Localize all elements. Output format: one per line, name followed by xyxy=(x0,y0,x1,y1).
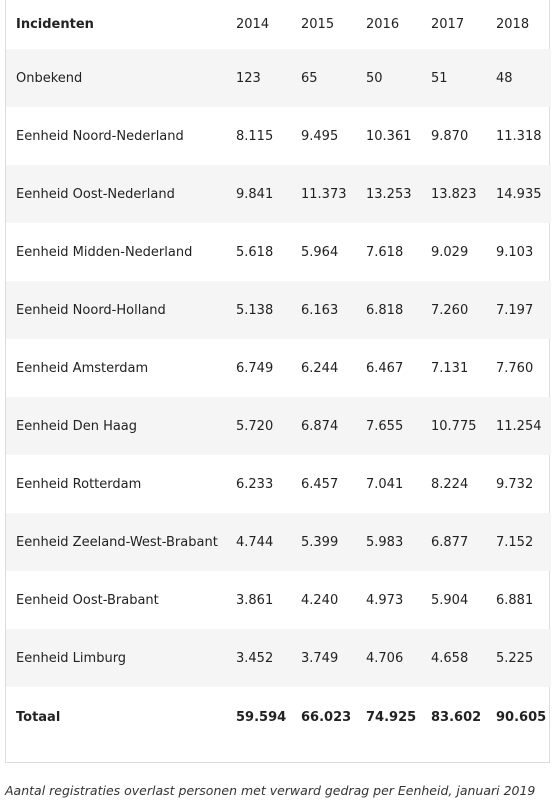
cell-2018: 6.881 xyxy=(496,592,534,608)
cell-2017: 7.260 xyxy=(421,281,486,339)
cell-2017: 10.775 xyxy=(421,397,486,455)
cell-2014: 3.861 xyxy=(236,592,274,608)
row-name: Eenheid Midden-Nederland xyxy=(16,244,193,260)
cell-2017: 9.870 xyxy=(431,128,469,144)
cell-2014: 5.138 xyxy=(226,281,291,339)
cell-2016: 7.655 xyxy=(356,397,421,455)
cell-2016: 13.253 xyxy=(356,165,421,223)
cell-2015: 5.399 xyxy=(291,513,356,571)
total-2015: 66.023 xyxy=(301,709,352,725)
header-incidents-label: Incidenten xyxy=(16,17,94,32)
table-row: Eenheid Oost-Nederland 9.841 11.373 13.2… xyxy=(6,165,551,223)
cell-2015: 65 xyxy=(291,49,356,107)
table-row: Eenheid Midden-Nederland 5.618 5.964 7.6… xyxy=(6,223,551,281)
cell-2016: 50 xyxy=(356,49,421,107)
cell-2014: 6.749 xyxy=(236,360,274,376)
total-2017: 83.602 xyxy=(431,709,482,725)
row-name: Eenheid Amsterdam xyxy=(16,360,149,376)
row-name: Eenheid Den Haag xyxy=(6,397,226,455)
row-name: Eenheid Noord-Nederland xyxy=(16,128,184,144)
table-row: Eenheid Rotterdam 6.233 6.457 7.041 8.22… xyxy=(6,455,551,513)
table-caption: Aantal registraties overlast personen me… xyxy=(5,783,536,798)
cell-2018: 11.318 xyxy=(496,128,542,144)
cell-2017: 6.877 xyxy=(421,513,486,571)
row-name: Eenheid Oost-Nederland xyxy=(6,165,226,223)
header-year-2017: 2017 xyxy=(431,17,465,32)
cell-2018: 7.760 xyxy=(496,360,534,376)
total-2014: 59.594 xyxy=(236,709,287,725)
table-row: Eenheid Noord-Holland 5.138 6.163 6.818 … xyxy=(6,281,551,339)
cell-2016: 7.618 xyxy=(366,244,404,260)
row-name: Eenheid Rotterdam xyxy=(16,476,142,492)
cell-2015: 6.457 xyxy=(301,476,339,492)
cell-2017: 7.131 xyxy=(431,360,469,376)
table-row: Eenheid Oost-Brabant 3.861 4.240 4.973 5… xyxy=(6,571,551,629)
cell-2014: 3.452 xyxy=(226,629,291,687)
cell-2015: 6.163 xyxy=(291,281,356,339)
cell-2017: 13.823 xyxy=(421,165,486,223)
total-2016: 74.925 xyxy=(366,709,417,725)
cell-2015: 3.749 xyxy=(291,629,356,687)
incidents-table: Incidenten 2014 2015 2016 2017 2018 Onbe… xyxy=(6,0,551,747)
cell-2018: 48 xyxy=(486,49,551,107)
cell-2016: 7.041 xyxy=(366,476,404,492)
cell-2014: 123 xyxy=(226,49,291,107)
cell-2018: 9.103 xyxy=(496,244,534,260)
row-name: Eenheid Zeeland-West-Brabant xyxy=(6,513,226,571)
cell-2018: 11.254 xyxy=(486,397,551,455)
cell-2017: 9.029 xyxy=(431,244,469,260)
cell-2017: 5.904 xyxy=(431,592,469,608)
cell-2017: 8.224 xyxy=(431,476,469,492)
table-row: Eenheid Noord-Nederland 8.115 9.495 10.3… xyxy=(6,107,551,165)
row-name: Eenheid Oost-Brabant xyxy=(16,592,159,608)
cell-2016: 6.467 xyxy=(366,360,404,376)
cell-2016: 6.818 xyxy=(356,281,421,339)
header-year-2018: 2018 xyxy=(496,17,530,32)
table-row: Eenheid Zeeland-West-Brabant 4.744 5.399… xyxy=(6,513,551,571)
cell-2015: 6.874 xyxy=(291,397,356,455)
row-name: Eenheid Limburg xyxy=(6,629,226,687)
table-row: Eenheid Den Haag 5.720 6.874 7.655 10.77… xyxy=(6,397,551,455)
cell-2018: 9.732 xyxy=(496,476,534,492)
header-year-2015: 2015 xyxy=(301,17,335,32)
cell-2014: 6.233 xyxy=(236,476,274,492)
cell-2014: 5.720 xyxy=(226,397,291,455)
cell-2016: 10.361 xyxy=(366,128,412,144)
table-header-row: Incidenten 2014 2015 2016 2017 2018 xyxy=(6,0,551,49)
cell-2016: 5.983 xyxy=(356,513,421,571)
header-year-2014: 2014 xyxy=(236,17,270,32)
cell-2014: 8.115 xyxy=(236,128,274,144)
cell-2015: 4.240 xyxy=(301,592,339,608)
cell-2018: 5.225 xyxy=(486,629,551,687)
cell-2018: 7.152 xyxy=(486,513,551,571)
cell-2015: 11.373 xyxy=(291,165,356,223)
table-total-row: Totaal 59.594 66.023 74.925 83.602 90.60… xyxy=(6,687,551,747)
cell-2014: 9.841 xyxy=(226,165,291,223)
cell-2015: 9.495 xyxy=(301,128,339,144)
cell-2017: 4.658 xyxy=(421,629,486,687)
cell-2015: 6.244 xyxy=(301,360,339,376)
incidents-table-frame: Incidenten 2014 2015 2016 2017 2018 Onbe… xyxy=(5,0,551,763)
cell-2018: 14.935 xyxy=(486,165,551,223)
header-year-2016: 2016 xyxy=(366,17,400,32)
total-2018: 90.605 xyxy=(496,709,547,725)
table-row: Onbekend 123 65 50 51 48 xyxy=(6,49,551,107)
table-row: Eenheid Limburg 3.452 3.749 4.706 4.658 … xyxy=(6,629,551,687)
cell-2014: 4.744 xyxy=(226,513,291,571)
cell-2017: 51 xyxy=(421,49,486,107)
table-row: Eenheid Amsterdam 6.749 6.244 6.467 7.13… xyxy=(6,339,551,397)
cell-2016: 4.973 xyxy=(366,592,404,608)
row-name: Onbekend xyxy=(6,49,226,107)
total-label: Totaal xyxy=(16,709,61,725)
cell-2015: 5.964 xyxy=(301,244,339,260)
cell-2014: 5.618 xyxy=(236,244,274,260)
cell-2018: 7.197 xyxy=(486,281,551,339)
cell-2016: 4.706 xyxy=(356,629,421,687)
row-name: Eenheid Noord-Holland xyxy=(6,281,226,339)
